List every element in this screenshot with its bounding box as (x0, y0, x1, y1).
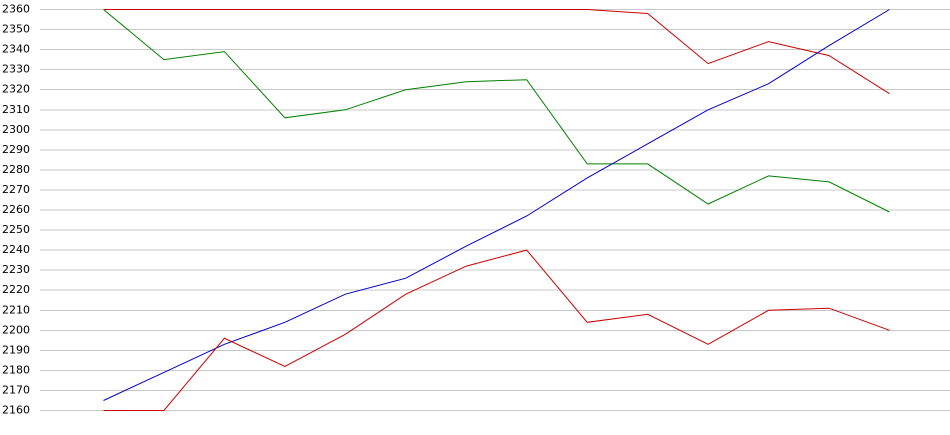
y-tick-label: 2270 (2, 183, 30, 196)
series-line (103, 249, 890, 411)
y-tick-label: 2260 (2, 203, 30, 216)
y-tick-label: 2240 (2, 243, 30, 256)
series-line (103, 9, 890, 95)
series-line (103, 9, 890, 213)
y-tick-label: 2210 (2, 303, 30, 316)
y-tick-label: 2360 (2, 3, 30, 16)
y-tick-label: 2350 (2, 23, 30, 36)
y-tick-label: 2310 (2, 103, 30, 116)
y-tick-label: 2290 (2, 143, 30, 156)
y-tick-label: 2160 (2, 404, 30, 417)
y-tick-label: 2180 (2, 363, 30, 376)
y-tick-label: 2230 (2, 263, 30, 276)
y-tick-label: 2200 (2, 323, 30, 336)
y-tick-label: 2280 (2, 163, 30, 176)
y-tick-label: 2320 (2, 83, 30, 96)
y-tick-label: 2250 (2, 223, 30, 236)
y-tick-label: 2330 (2, 63, 30, 76)
y-tick-label: 2170 (2, 383, 30, 396)
series-line (103, 9, 890, 401)
y-tick-label: 2220 (2, 283, 30, 296)
y-tick-label: 2300 (2, 123, 30, 136)
y-tick-label: 2340 (2, 43, 30, 56)
y-tick-label: 2190 (2, 343, 30, 356)
